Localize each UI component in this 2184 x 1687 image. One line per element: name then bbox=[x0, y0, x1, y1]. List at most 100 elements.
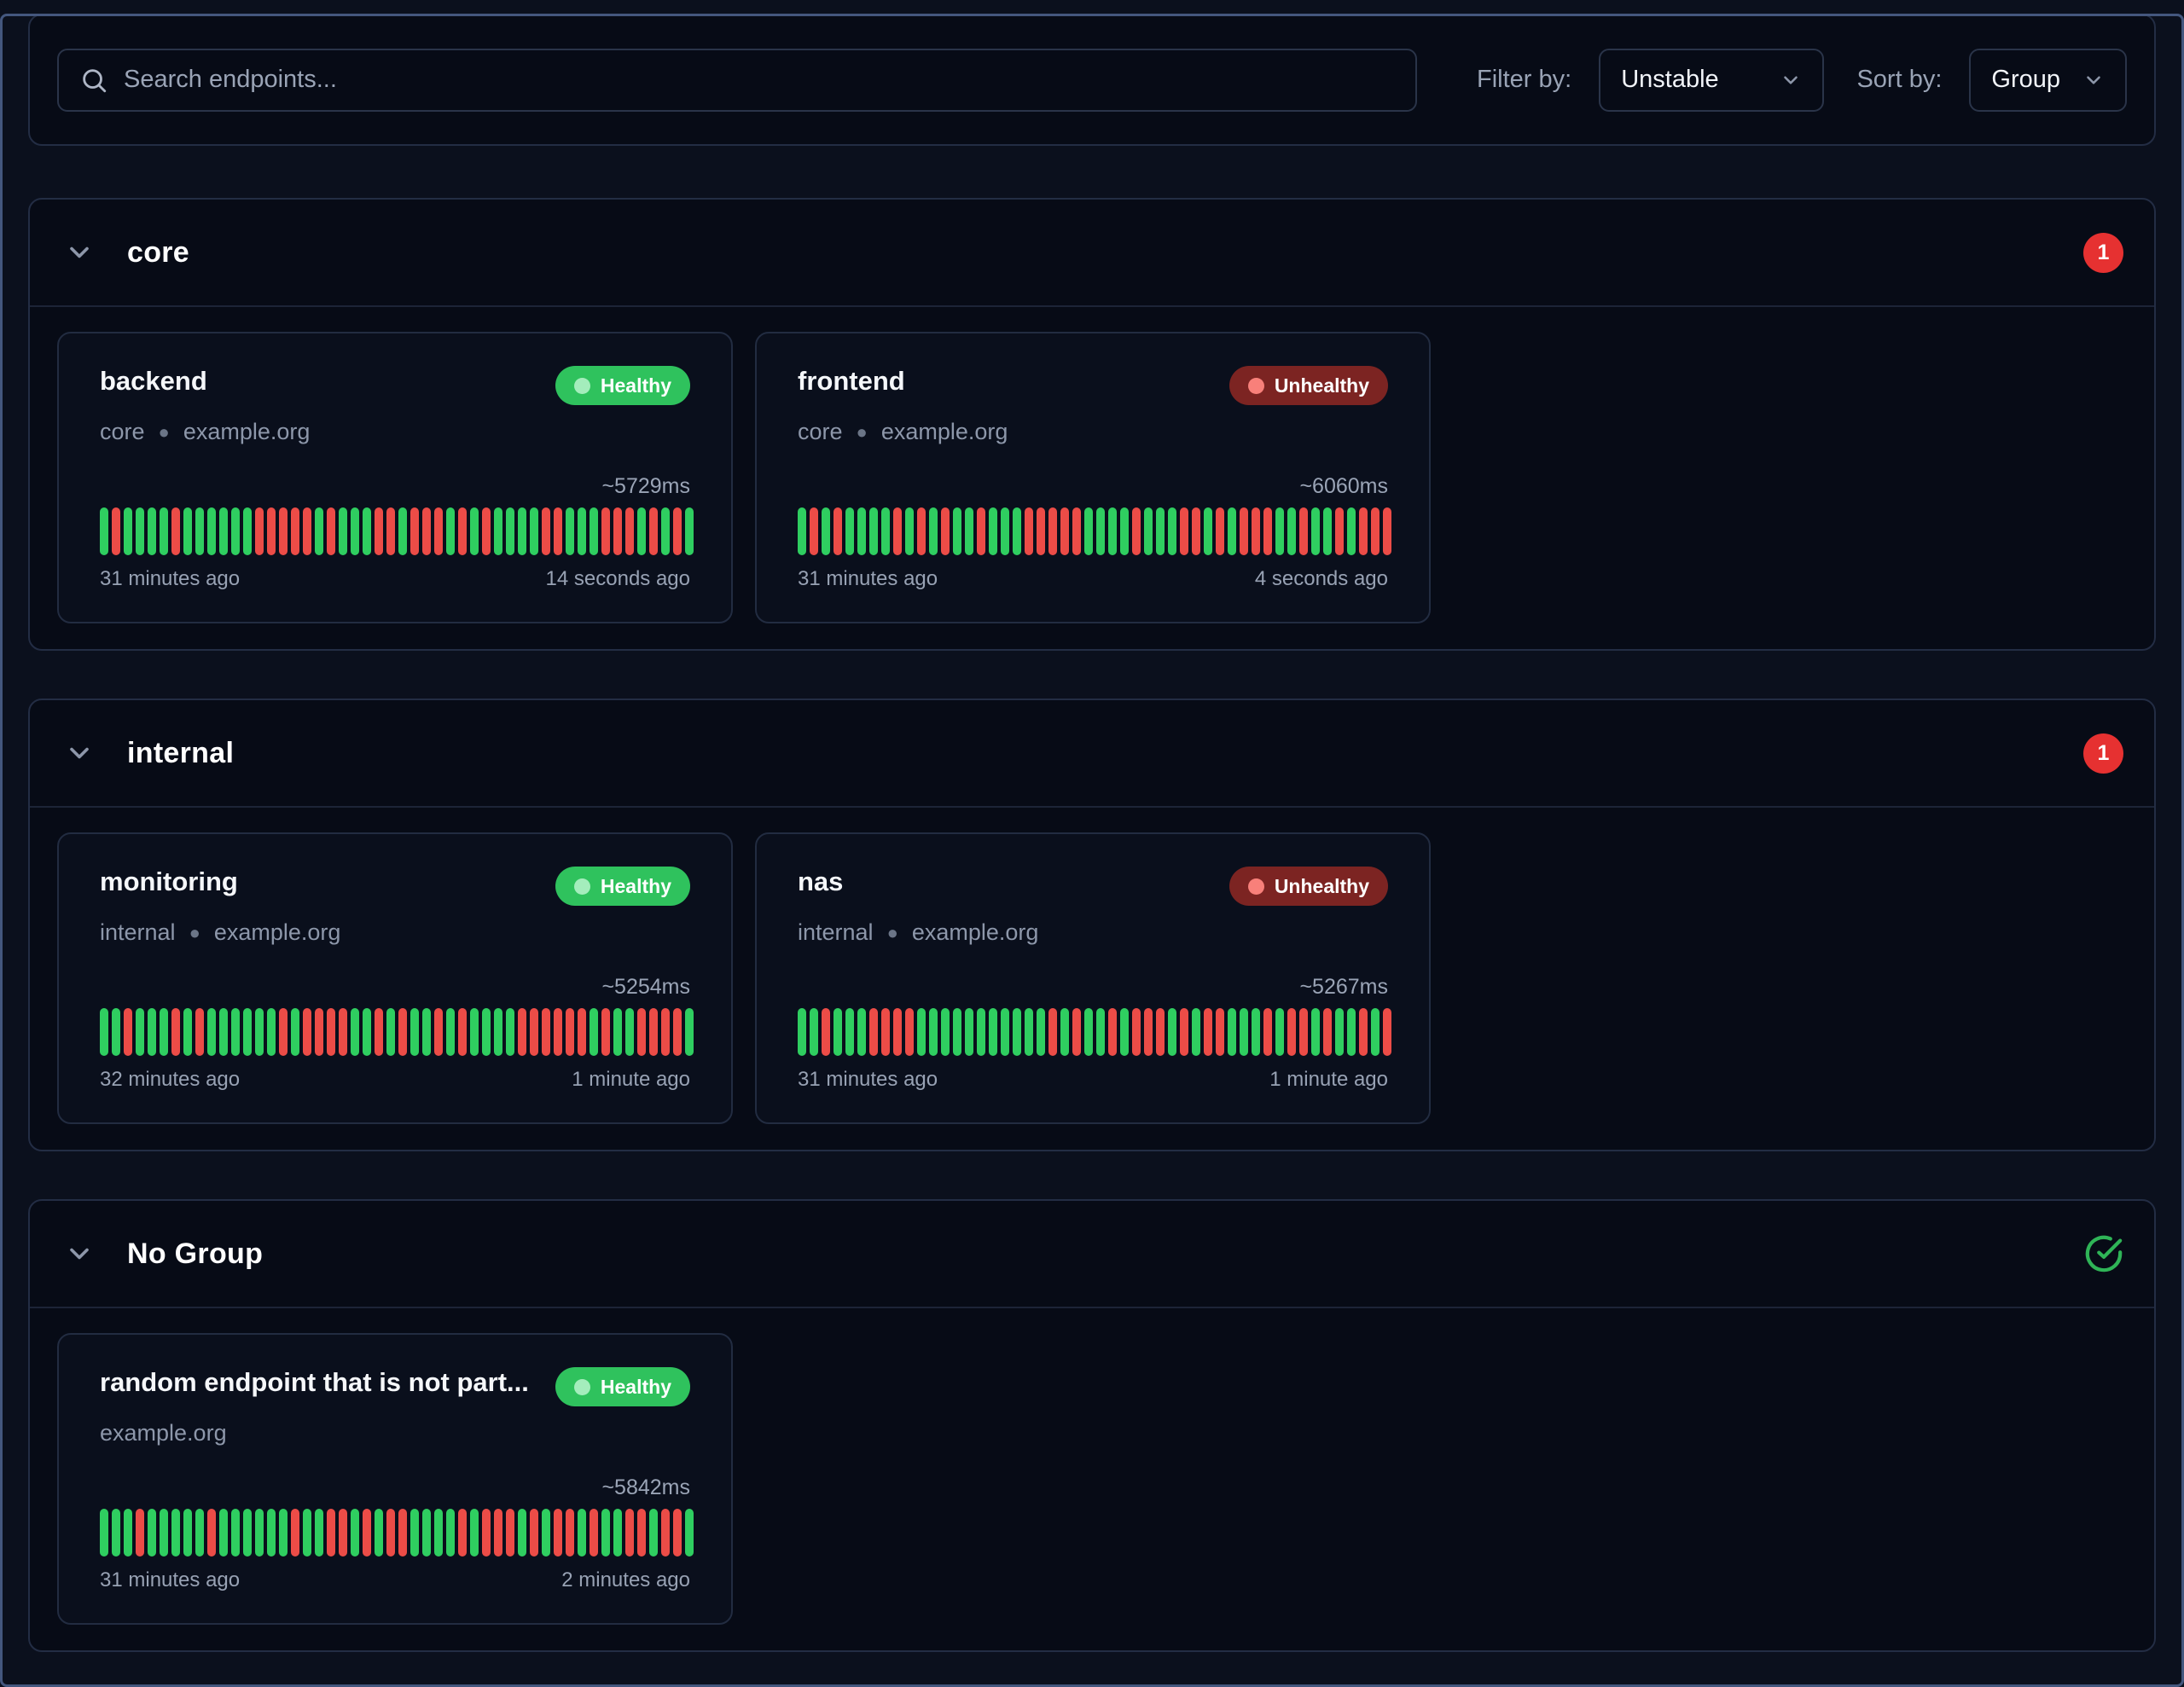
status-bar-down[interactable] bbox=[494, 1509, 502, 1557]
status-bar-down[interactable] bbox=[1252, 507, 1260, 555]
status-bar-up[interactable] bbox=[965, 507, 973, 555]
status-bar-up[interactable] bbox=[422, 1008, 431, 1056]
group-header-no-group[interactable]: No Group bbox=[30, 1201, 2154, 1308]
status-bar-down[interactable] bbox=[1240, 507, 1248, 555]
status-bar-up[interactable] bbox=[953, 1008, 961, 1056]
status-bar-down[interactable] bbox=[542, 1008, 550, 1056]
status-bar-up[interactable] bbox=[434, 1509, 443, 1557]
status-bar-down[interactable] bbox=[1108, 1008, 1117, 1056]
status-bar-up[interactable] bbox=[929, 1008, 938, 1056]
status-bar-up[interactable] bbox=[494, 507, 502, 555]
status-bar-up[interactable] bbox=[1025, 1008, 1033, 1056]
status-bar-down[interactable] bbox=[1156, 1008, 1165, 1056]
status-bar-down[interactable] bbox=[291, 507, 299, 555]
status-bar-down[interactable] bbox=[1383, 1008, 1391, 1056]
status-bar-up[interactable] bbox=[822, 507, 830, 555]
status-bar-down[interactable] bbox=[1144, 1008, 1153, 1056]
status-bar-up[interactable] bbox=[160, 1509, 168, 1557]
status-bar-up[interactable] bbox=[470, 1008, 479, 1056]
sort-select[interactable]: Group bbox=[1969, 48, 2127, 112]
status-bar-up[interactable] bbox=[929, 507, 938, 555]
status-bar-up[interactable] bbox=[1168, 507, 1176, 555]
status-bar-down[interactable] bbox=[482, 507, 491, 555]
status-bar-down[interactable] bbox=[673, 507, 682, 555]
status-bar-down[interactable] bbox=[171, 507, 180, 555]
status-bar-up[interactable] bbox=[231, 507, 240, 555]
status-bar-down[interactable] bbox=[422, 507, 431, 555]
status-bar-down[interactable] bbox=[386, 507, 395, 555]
status-bar-up[interactable] bbox=[363, 1008, 371, 1056]
status-bar-down[interactable] bbox=[267, 507, 276, 555]
status-bar-down[interactable] bbox=[1263, 1008, 1272, 1056]
status-bar-up[interactable] bbox=[410, 1509, 419, 1557]
status-bar-down[interactable] bbox=[339, 1008, 347, 1056]
filter-select[interactable]: Unstable bbox=[1599, 48, 1825, 112]
status-bar-down[interactable] bbox=[386, 1509, 395, 1557]
status-bar-up[interactable] bbox=[953, 507, 961, 555]
status-bar-down[interactable] bbox=[673, 1509, 682, 1557]
status-bar-up[interactable] bbox=[1192, 1008, 1200, 1056]
status-bar-down[interactable] bbox=[1371, 507, 1380, 555]
status-bar-down[interactable] bbox=[1180, 507, 1188, 555]
status-bar-down[interactable] bbox=[530, 1008, 538, 1056]
status-bar-up[interactable] bbox=[1060, 1008, 1069, 1056]
status-bar-down[interactable] bbox=[822, 1008, 830, 1056]
status-bar-up[interactable] bbox=[1037, 1008, 1045, 1056]
status-bar-up[interactable] bbox=[148, 1509, 156, 1557]
status-bar-up[interactable] bbox=[1013, 507, 1021, 555]
status-bar-up[interactable] bbox=[219, 1509, 228, 1557]
status-bar-down[interactable] bbox=[315, 1008, 323, 1056]
status-bar-up[interactable] bbox=[1323, 507, 1332, 555]
status-bar-up[interactable] bbox=[542, 1509, 550, 1557]
status-bar-down[interactable] bbox=[458, 1509, 467, 1557]
status-bar-up[interactable] bbox=[422, 1509, 431, 1557]
status-bar-down[interactable] bbox=[661, 1509, 670, 1557]
status-bar-down[interactable] bbox=[375, 1008, 383, 1056]
search-box[interactable] bbox=[57, 48, 1417, 112]
status-bar-down[interactable] bbox=[1359, 507, 1368, 555]
status-bar-up[interactable] bbox=[124, 1509, 132, 1557]
status-bar-up[interactable] bbox=[255, 1008, 264, 1056]
status-bar-up[interactable] bbox=[917, 1008, 926, 1056]
status-bar-down[interactable] bbox=[601, 507, 610, 555]
status-bar-down[interactable] bbox=[458, 1008, 467, 1056]
status-bar-up[interactable] bbox=[649, 1509, 658, 1557]
status-bar-down[interactable] bbox=[649, 1008, 658, 1056]
status-bar-up[interactable] bbox=[303, 1509, 311, 1557]
status-bar-up[interactable] bbox=[1001, 507, 1009, 555]
status-bar-up[interactable] bbox=[613, 1509, 622, 1557]
status-bar-up[interactable] bbox=[315, 507, 323, 555]
status-bar-down[interactable] bbox=[554, 1008, 562, 1056]
status-bar-down[interactable] bbox=[893, 507, 902, 555]
status-bar-up[interactable] bbox=[1275, 1008, 1284, 1056]
status-bar-up[interactable] bbox=[1252, 1008, 1260, 1056]
status-bar-up[interactable] bbox=[845, 1008, 854, 1056]
status-bar-up[interactable] bbox=[685, 1509, 694, 1557]
status-bar-up[interactable] bbox=[965, 1008, 973, 1056]
status-bar-up[interactable] bbox=[160, 1008, 168, 1056]
status-bar-down[interactable] bbox=[1072, 507, 1081, 555]
status-bar-down[interactable] bbox=[1359, 1008, 1368, 1056]
status-bar-up[interactable] bbox=[183, 1008, 192, 1056]
status-bar-down[interactable] bbox=[1216, 507, 1224, 555]
status-bar-down[interactable] bbox=[673, 1008, 682, 1056]
uptime-bars[interactable] bbox=[100, 1509, 694, 1557]
status-bar-down[interactable] bbox=[279, 507, 288, 555]
status-bar-up[interactable] bbox=[291, 1008, 299, 1056]
status-bar-up[interactable] bbox=[446, 507, 455, 555]
status-bar-down[interactable] bbox=[482, 1509, 491, 1557]
status-bar-up[interactable] bbox=[590, 507, 598, 555]
uptime-bars[interactable] bbox=[100, 1008, 694, 1056]
endpoint-card-nas[interactable]: nas Unhealthy internal ● example.org ~52… bbox=[755, 832, 1431, 1124]
status-bar-up[interactable] bbox=[798, 1008, 806, 1056]
status-bar-up[interactable] bbox=[1084, 507, 1093, 555]
status-bar-up[interactable] bbox=[1311, 1008, 1320, 1056]
status-bar-down[interactable] bbox=[1037, 507, 1045, 555]
status-bar-down[interactable] bbox=[124, 1008, 132, 1056]
status-bar-down[interactable] bbox=[530, 1509, 538, 1557]
status-bar-down[interactable] bbox=[1025, 507, 1033, 555]
status-bar-up[interactable] bbox=[207, 1008, 216, 1056]
status-bar-up[interactable] bbox=[530, 507, 538, 555]
status-bar-up[interactable] bbox=[363, 507, 371, 555]
status-bar-up[interactable] bbox=[410, 1008, 419, 1056]
